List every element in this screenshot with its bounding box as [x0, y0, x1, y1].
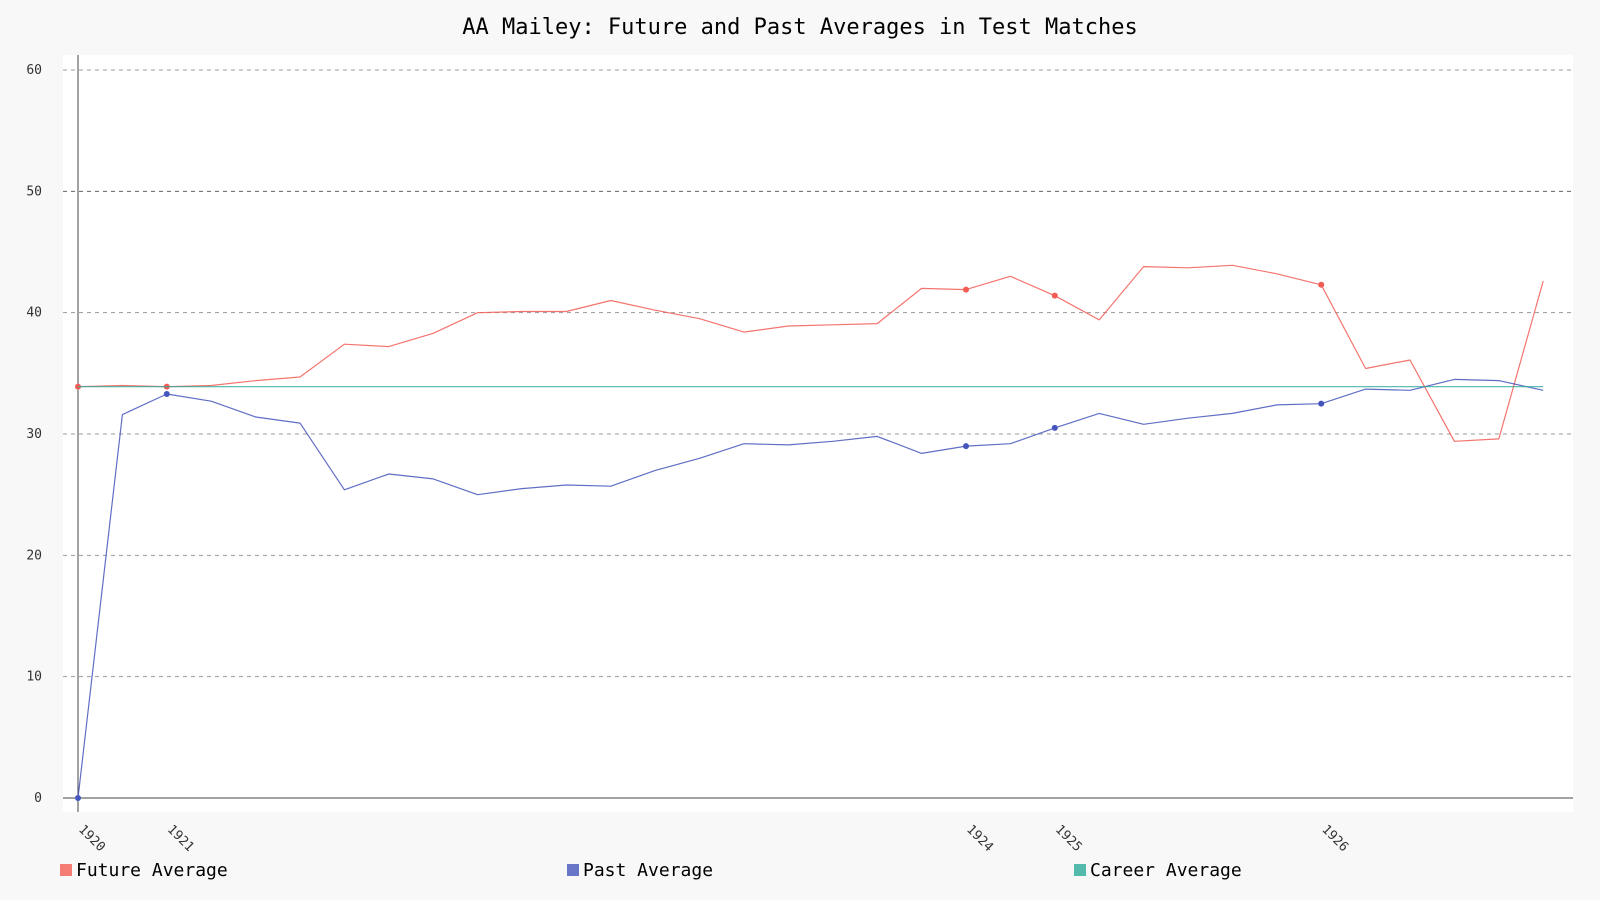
- past-average-point: [163, 390, 170, 397]
- future-average-point: [1051, 292, 1058, 299]
- grid-layer: [63, 69, 1573, 678]
- legend-item-past-average: Past Average: [567, 860, 713, 881]
- legend-swatch: [60, 864, 72, 876]
- legend-item-future-average: Future Average: [60, 860, 228, 881]
- series-layer: [75, 264, 1544, 801]
- y-tick-label: 0: [34, 791, 42, 806]
- past-average-point: [75, 795, 81, 801]
- future-average-line: [77, 264, 1544, 442]
- chart-title: AA Mailey: Future and Past Averages in T…: [462, 15, 1138, 40]
- y-tick-label: 50: [26, 184, 42, 199]
- future-average-point: [1318, 281, 1325, 288]
- past-average-point: [1318, 400, 1325, 407]
- legend: Future Average Past Average Career Average: [60, 860, 1242, 881]
- legend-label: Career Average: [1090, 860, 1242, 881]
- past-average-line: [77, 378, 1544, 799]
- y-tick-label: 30: [26, 427, 42, 442]
- past-average-point: [963, 443, 969, 450]
- y-tick-label: 40: [26, 306, 42, 321]
- legend-item-career-average: Career Average: [1074, 860, 1242, 881]
- legend-label: Future Average: [76, 860, 228, 881]
- y-tick-label: 10: [26, 670, 42, 685]
- legend-label: Past Average: [583, 860, 713, 881]
- past-average-point: [1051, 424, 1058, 431]
- y-tick-label: 20: [26, 548, 42, 563]
- y-tick-label: 60: [26, 63, 42, 78]
- future-average-point: [963, 286, 969, 293]
- legend-swatch: [1074, 864, 1086, 876]
- legend-swatch: [567, 864, 579, 876]
